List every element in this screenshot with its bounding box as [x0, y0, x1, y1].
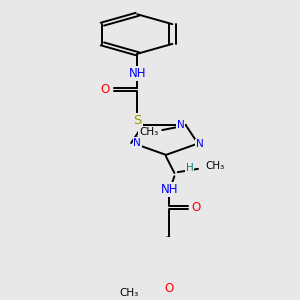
Text: O: O	[101, 83, 110, 96]
Text: CH₃: CH₃	[205, 161, 224, 171]
Text: NH: NH	[129, 67, 146, 80]
Text: N: N	[196, 139, 203, 149]
Text: S: S	[133, 114, 142, 127]
Text: CH₃: CH₃	[139, 127, 158, 137]
Text: O: O	[192, 201, 201, 214]
Text: CH₃: CH₃	[119, 288, 139, 298]
Text: N: N	[134, 138, 141, 148]
Text: NH: NH	[160, 183, 178, 196]
Text: O: O	[165, 282, 174, 296]
Text: N: N	[177, 120, 184, 130]
Text: H: H	[186, 163, 194, 173]
